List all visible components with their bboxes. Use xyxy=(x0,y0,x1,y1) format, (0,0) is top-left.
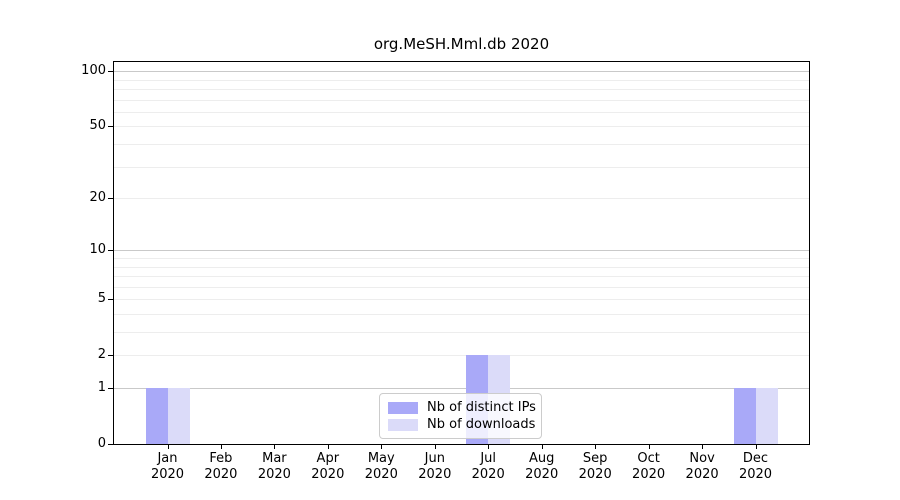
gridline-minor-40 xyxy=(114,143,809,145)
y-tick-label-1: 1 xyxy=(97,380,106,395)
x-tick-mark-mar xyxy=(274,445,276,449)
gridline-minor-80 xyxy=(114,88,809,90)
bar-nb-of-distinct-ips-dec xyxy=(733,388,756,444)
y-tick-label-50: 50 xyxy=(89,118,106,134)
gridline-minor-7 xyxy=(114,276,809,277)
x-tick-mark-dec xyxy=(755,445,757,449)
x-tick-label-apr: Apr 2020 xyxy=(311,451,345,482)
gridline-minor-50 xyxy=(114,126,809,128)
legend-label-downloads: Nb of downloads xyxy=(427,417,536,432)
legend-swatch-distinct-ips xyxy=(388,401,418,414)
y-tick-mark-10 xyxy=(108,250,113,252)
x-tick-mark-oct xyxy=(648,445,650,449)
legend-label-distinct-ips: Nb of distinct IPs xyxy=(427,400,536,415)
x-tick-label-jun: Jun 2020 xyxy=(418,451,452,482)
gridline-minor-30 xyxy=(114,166,809,168)
y-tick-mark-1 xyxy=(108,388,113,389)
y-tick-label-20: 20 xyxy=(89,190,106,205)
x-tick-mark-nov xyxy=(702,445,704,449)
y-tick-mark-20 xyxy=(108,198,113,199)
x-tick-label-mar: Mar 2020 xyxy=(257,451,291,482)
y-tick-mark-5 xyxy=(108,299,113,301)
legend-item-distinct-ips: Nb of distinct IPs xyxy=(388,399,536,416)
gridline-major-10 xyxy=(114,250,809,252)
bar-nb-of-distinct-ips-jan xyxy=(145,388,168,444)
y-tick-mark-2 xyxy=(108,355,113,357)
y-tick-mark-100 xyxy=(108,71,113,73)
gridline-minor-6 xyxy=(114,286,809,288)
x-tick-mark-apr xyxy=(327,445,329,449)
x-tick-label-dec: Dec 2020 xyxy=(738,451,773,482)
gridline-minor-20 xyxy=(114,198,809,199)
y-tick-label-2: 2 xyxy=(97,347,106,363)
gridline-minor-4 xyxy=(114,313,809,315)
x-tick-label-feb: Feb 2020 xyxy=(204,451,238,482)
x-tick-label-nov: Nov 2020 xyxy=(685,451,719,482)
x-tick-mark-jul xyxy=(488,445,490,449)
x-tick-label-aug: Aug 2020 xyxy=(525,451,559,482)
y-tick-label-5: 5 xyxy=(97,291,106,307)
legend-item-downloads: Nb of downloads xyxy=(388,416,536,433)
gridline-minor-8 xyxy=(114,266,809,268)
x-tick-label-jan: Jan 2020 xyxy=(150,451,185,482)
y-tick-mark-50 xyxy=(108,126,113,128)
x-tick-label-jul: Jul 2020 xyxy=(471,451,505,482)
y-tick-mark-0 xyxy=(108,444,113,445)
x-tick-mark-sep xyxy=(595,445,597,449)
gridline-minor-5 xyxy=(114,299,809,301)
x-tick-mark-jun xyxy=(434,445,436,449)
bar-nb-of-downloads-jan xyxy=(167,388,190,444)
y-tick-label-10: 10 xyxy=(89,242,106,258)
gridline-major-100 xyxy=(114,71,809,73)
x-tick-mark-may xyxy=(381,445,383,449)
plot-area: Nb of distinct IPs Nb of downloads xyxy=(113,61,810,445)
gridline-minor-60 xyxy=(114,111,809,113)
gridline-minor-2 xyxy=(114,355,809,357)
x-tick-mark-feb xyxy=(220,445,222,449)
chart-title: org.MeSH.Mml.db 2020 xyxy=(373,35,550,53)
gridline-major-1 xyxy=(114,388,809,389)
gridline-minor-90 xyxy=(114,79,809,81)
y-tick-label-0: 0 xyxy=(97,436,106,451)
bar-nb-of-downloads-dec xyxy=(755,388,778,444)
x-tick-mark-jan xyxy=(167,445,169,449)
x-tick-label-may: May 2020 xyxy=(364,451,398,482)
x-tick-label-oct: Oct 2020 xyxy=(632,451,666,482)
legend-swatch-downloads xyxy=(388,418,418,431)
x-tick-label-sep: Sep 2020 xyxy=(578,451,612,482)
gridline-minor-3 xyxy=(114,332,809,333)
x-tick-mark-aug xyxy=(541,445,543,449)
gridline-minor-70 xyxy=(114,99,809,101)
gridline-minor-9 xyxy=(114,257,809,259)
y-tick-label-100: 100 xyxy=(81,63,106,79)
legend: Nb of distinct IPs Nb of downloads xyxy=(379,393,542,439)
